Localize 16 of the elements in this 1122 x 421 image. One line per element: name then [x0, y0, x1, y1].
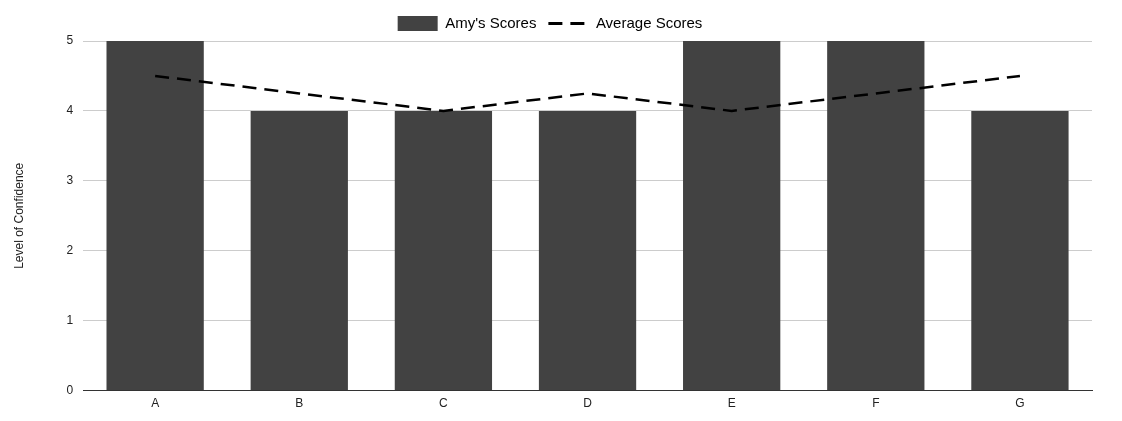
- x-tick-label: C: [439, 396, 449, 411]
- x-tick-label: E: [727, 396, 736, 411]
- y-tick-label: 4: [66, 103, 74, 118]
- x-tick-label: A: [151, 396, 160, 411]
- x-tick-label: D: [583, 396, 593, 411]
- x-tick-label: F: [872, 396, 880, 411]
- y-tick-label: 5: [66, 33, 74, 48]
- legend-label: Amy's Scores: [445, 13, 537, 31]
- y-tick-label: 2: [66, 243, 74, 258]
- legend-label: Average Scores: [595, 13, 703, 31]
- y-axis-title: Level of Confidence: [11, 162, 26, 269]
- y-tick-label: 0: [66, 382, 74, 397]
- x-tick-label: B: [295, 396, 304, 411]
- y-tick-label: 1: [66, 312, 74, 327]
- y-tick-label: 3: [66, 173, 74, 188]
- x-tick-label: G: [1015, 396, 1025, 411]
